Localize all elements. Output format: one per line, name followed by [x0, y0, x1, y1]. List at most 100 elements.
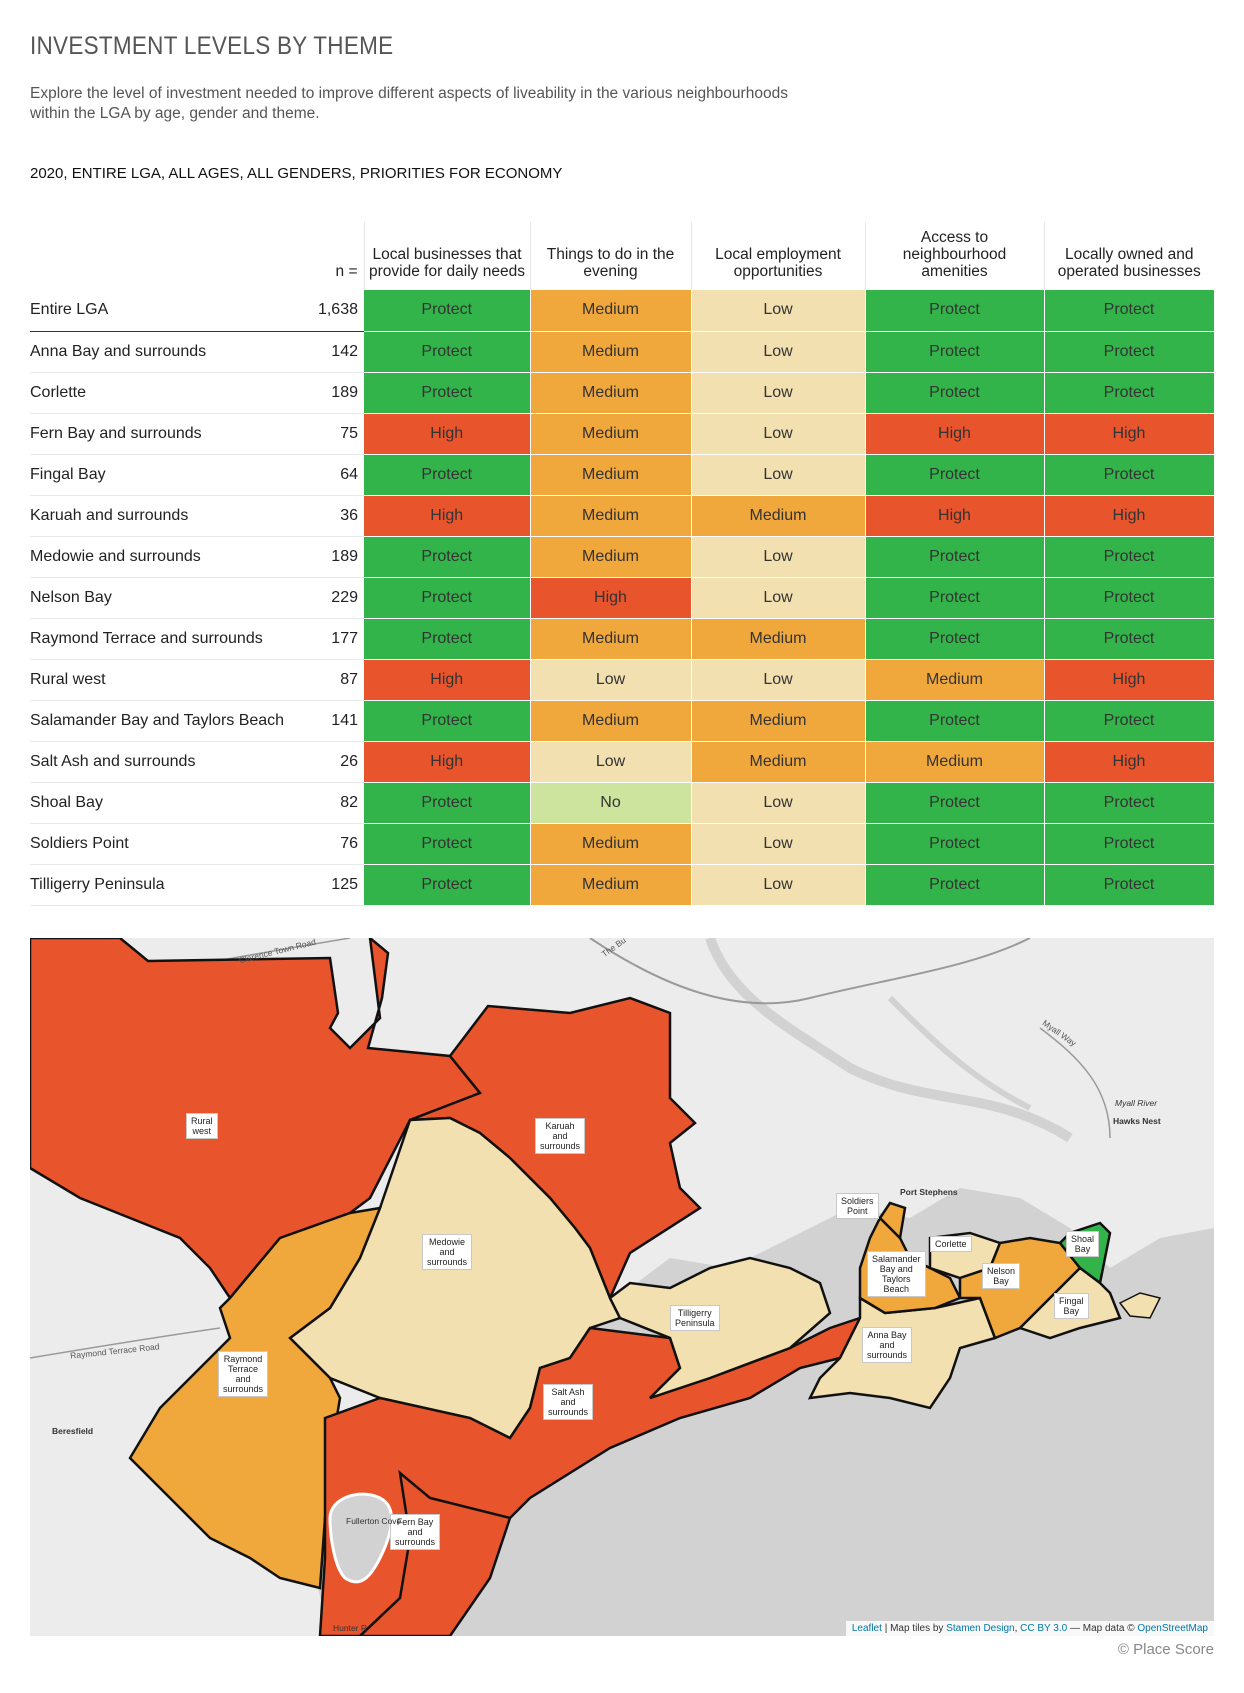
investment-level-cell: Medium — [530, 618, 692, 660]
row-sample-size: 36 — [310, 495, 364, 537]
place-hawks-nest: Hawks Nest — [1113, 1116, 1161, 1126]
investment-level-cell: Medium — [530, 864, 692, 906]
investment-level-cell: Low — [691, 536, 866, 578]
row-neighbourhood-name: Medowie and surrounds — [30, 536, 310, 578]
investment-level-cell: Protect — [1044, 700, 1215, 742]
header-theme-2[interactable]: Things to do in the evening — [529, 222, 691, 290]
investment-level-cell: Protect — [865, 782, 1045, 824]
row-neighbourhood-name: Shoal Bay — [30, 782, 310, 824]
table-row: Medowie and surrounds 189 Protect Medium Low… — [30, 536, 1215, 578]
map-label-soldiers-point: Soldiers Point — [836, 1193, 879, 1219]
investment-level-cell: Protect — [1044, 618, 1215, 660]
region-soldiers-point[interactable] — [878, 1201, 907, 1241]
investment-level-cell: Protect — [865, 331, 1045, 373]
table-row: Entire LGA 1,638 Protect Medium Low Protect Pr… — [30, 290, 1215, 332]
table-row: Anna Bay and surrounds 142 Protect Medium Lo… — [30, 331, 1215, 373]
investment-level-cell: Medium — [691, 741, 866, 783]
row-sample-size: 26 — [310, 741, 364, 783]
road-myall — [1039, 1027, 1111, 1139]
investment-level-cell: Protect — [865, 536, 1045, 578]
investment-level-cell: Medium — [530, 700, 692, 742]
investment-level-cell: Protect — [1044, 577, 1215, 619]
leaflet-link[interactable]: Leaflet — [851, 1623, 882, 1634]
investment-level-cell: Low — [691, 782, 866, 824]
row-sample-size: 82 — [310, 782, 364, 824]
investment-level-cell: Protect — [865, 290, 1045, 332]
row-neighbourhood-name: Salamander Bay and Taylors Beach — [30, 700, 310, 742]
header-theme-4[interactable]: Access to neighbourhood amenities — [864, 222, 1044, 290]
row-neighbourhood-name: Soldiers Point — [30, 823, 310, 865]
stamen-link[interactable]: Stamen Design — [946, 1623, 1015, 1634]
investment-level-cell: Protect — [865, 454, 1045, 496]
row-sample-size: 177 — [310, 618, 364, 660]
investment-level-cell: Low — [691, 659, 866, 701]
map-label-tilligerry: Tilligerry Peninsula — [670, 1305, 720, 1331]
osm-link[interactable]: OpenStreetMap — [1137, 1623, 1208, 1634]
investment-level-cell: Low — [691, 331, 866, 373]
row-neighbourhood-name: Fern Bay and surrounds — [30, 413, 310, 455]
investment-level-cell: Low — [530, 659, 692, 701]
investment-level-cell: High — [364, 659, 531, 701]
investment-level-cell: Protect — [364, 618, 531, 660]
table-row: Tilligerry Peninsula 125 Protect Medium Low P… — [30, 864, 1215, 906]
map-canvas[interactable] — [30, 938, 1214, 1636]
row-neighbourhood-name: Karuah and surrounds — [30, 495, 310, 537]
investment-level-cell: Medium — [530, 413, 692, 455]
region-tilligerry[interactable] — [608, 1256, 832, 1400]
investment-level-cell: Protect — [1044, 536, 1215, 578]
row-sample-size: 141 — [310, 700, 364, 742]
investment-level-cell: Medium — [530, 331, 692, 373]
row-sample-size: 64 — [310, 454, 364, 496]
investment-level-cell: High — [865, 413, 1045, 455]
investment-level-cell: High — [364, 741, 531, 783]
investment-level-cell: Protect — [364, 372, 531, 414]
investment-level-cell: Medium — [691, 618, 866, 660]
investment-level-cell: Protect — [1044, 454, 1215, 496]
map-label-nelson-bay: Nelson Bay — [982, 1263, 1021, 1289]
investment-level-cell: Protect — [865, 864, 1045, 906]
table-row: Fingal Bay 64 Protect Medium Low Protect Prote… — [30, 454, 1215, 496]
table-row: Salt Ash and surrounds 26 High Low Medium Med… — [30, 741, 1215, 783]
investment-level-cell: Low — [691, 372, 866, 414]
investment-level-cell: Medium — [691, 495, 866, 537]
row-sample-size: 125 — [310, 864, 364, 906]
row-neighbourhood-name: Rural west — [30, 659, 310, 701]
investment-level-cell: Medium — [865, 659, 1045, 701]
investment-level-cell: Protect — [865, 577, 1045, 619]
investment-level-cell: Medium — [691, 700, 866, 742]
investment-level-cell: Protect — [364, 864, 531, 906]
cc-link[interactable]: CC BY 3.0 — [1020, 1623, 1068, 1634]
river — [705, 938, 1073, 1143]
place-myall-river: Myall River — [1115, 1098, 1158, 1108]
region-fern-bay[interactable] — [358, 1469, 512, 1636]
investment-level-cell: Protect — [1044, 372, 1215, 414]
investment-level-cell: Protect — [364, 700, 531, 742]
region-fingal-bay-east — [1118, 1292, 1162, 1319]
row-sample-size: 189 — [310, 372, 364, 414]
place-hunter-river: Hunter R — [333, 1623, 368, 1633]
place-beresfield: Beresfield — [52, 1426, 94, 1436]
table-row: Karuah and surrounds 36 High Medium Medium Hi… — [30, 495, 1215, 537]
investment-level-cell: Low — [691, 413, 866, 455]
header-theme-5[interactable]: Locally owned and operated businesses — [1043, 222, 1214, 290]
region-raymond-terrace[interactable] — [128, 1206, 382, 1590]
header-neighbourhood — [30, 222, 310, 290]
investment-level-cell: Medium — [530, 290, 692, 332]
neighbourhood-map[interactable]: Rural west Karuah and surrounds Medowie … — [30, 938, 1214, 1636]
row-sample-size: 229 — [310, 577, 364, 619]
map-label-salamander: Salamander Bay and Taylors Beach — [867, 1251, 926, 1297]
header-theme-3[interactable]: Local employment opportunities — [690, 222, 865, 290]
investment-level-cell: Low — [530, 741, 692, 783]
page-subtitle: Explore the level of investment needed t… — [30, 85, 788, 122]
header-theme-1[interactable]: Local businesses that provide for daily … — [363, 222, 530, 290]
investment-level-cell: Low — [691, 290, 866, 332]
road-line — [589, 938, 1031, 1005]
investment-level-cell: Protect — [364, 782, 531, 824]
investment-level-cell: High — [1044, 413, 1215, 455]
investment-level-cell: High — [364, 413, 531, 455]
investment-level-cell: Protect — [1044, 290, 1215, 332]
map-label-shoal-bay: Shoal Bay — [1066, 1231, 1100, 1257]
investment-level-cell: Protect — [865, 372, 1045, 414]
map-label-karuah: Karuah and surrounds — [535, 1118, 586, 1154]
row-neighbourhood-name: Fingal Bay — [30, 454, 310, 496]
